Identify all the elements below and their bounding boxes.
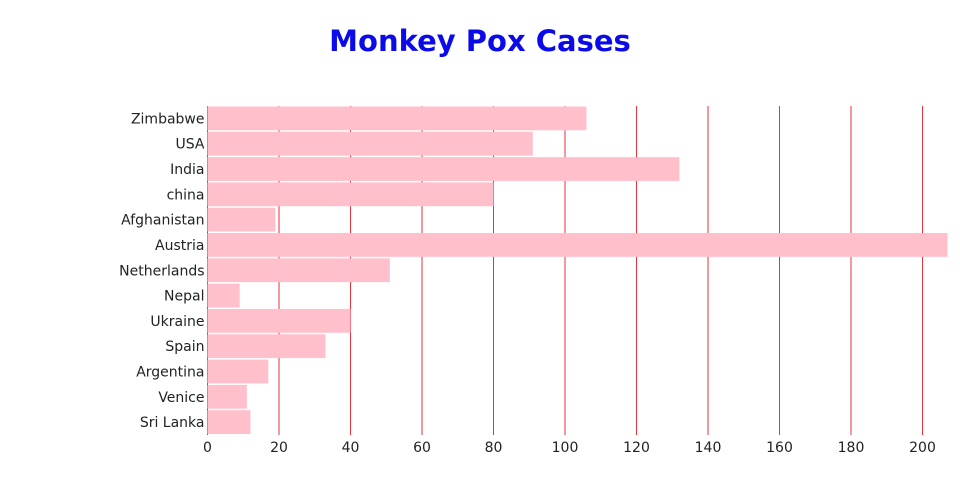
category-label: Argentina — [136, 364, 204, 380]
x-tick-label: 0 — [203, 440, 212, 456]
category-label: Netherlands — [119, 263, 204, 279]
bar-india — [207, 157, 680, 181]
category-label: India — [170, 162, 204, 178]
category-label: Zimbabwe — [131, 111, 205, 127]
category-label: USA — [176, 137, 205, 153]
bar-usa — [207, 131, 533, 156]
y-axis-categories: Zimbabwe USA India china Afghanistan Austria N… — [119, 111, 205, 431]
category-label: china — [167, 187, 205, 203]
category-label: Venice — [158, 390, 204, 406]
chart-title: Monkey Pox Cases — [329, 24, 631, 58]
category-label: Sri Lanka — [140, 415, 205, 431]
x-tick-label: 120 — [623, 440, 650, 456]
bar-nepal — [207, 283, 240, 308]
bar-zimbabwe — [207, 106, 587, 131]
bar-netherlands — [207, 258, 390, 283]
bar-ukraine — [207, 308, 351, 333]
bar-venice — [207, 384, 247, 409]
category-label: Austria — [155, 238, 204, 254]
category-label: Afghanistan — [121, 213, 204, 229]
bar-sri-lanka — [207, 410, 251, 434]
bar-argentina — [207, 359, 269, 384]
category-label: Ukraine — [150, 314, 204, 330]
x-tick-label: 160 — [766, 440, 793, 456]
bar-afghanistan — [207, 207, 276, 232]
x-axis-ticks: 0 20 40 60 80 100 120 140 160 180 200 — [203, 440, 936, 456]
bars — [207, 106, 948, 434]
category-label: Spain — [165, 339, 204, 355]
bar-austria — [207, 233, 948, 257]
x-tick-label: 180 — [838, 440, 865, 456]
category-label: Nepal — [164, 289, 204, 305]
x-tick-label: 80 — [485, 440, 503, 456]
bar-spain — [207, 334, 326, 359]
x-tick-label: 100 — [552, 440, 579, 456]
x-tick-label: 60 — [413, 440, 431, 456]
x-tick-label: 40 — [342, 440, 360, 456]
x-tick-label: 20 — [270, 440, 288, 456]
x-tick-label: 200 — [909, 440, 936, 456]
bar-china — [207, 182, 494, 207]
x-tick-label: 140 — [695, 440, 722, 456]
